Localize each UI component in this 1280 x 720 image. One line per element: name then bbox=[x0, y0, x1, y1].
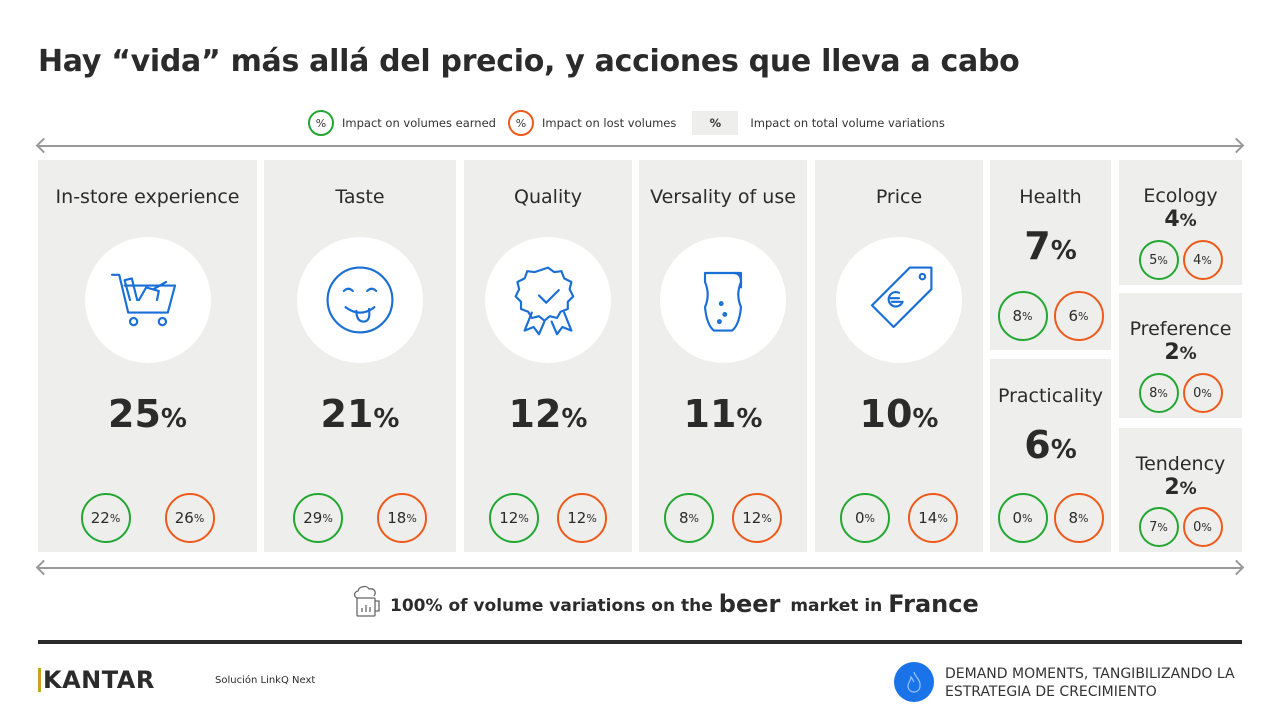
lost-impact-value: 14% bbox=[908, 493, 958, 543]
lost-impact-value: 8% bbox=[1053, 493, 1104, 543]
lost-impact-value: 4% bbox=[1182, 240, 1223, 280]
legend-lost-swatch: % bbox=[507, 110, 534, 136]
lost-impact-value: 12% bbox=[732, 493, 782, 543]
earned-impact-value: 8% bbox=[1138, 373, 1179, 413]
driver-panel-quality: Quality 12% 12% 12% bbox=[464, 160, 632, 552]
total-impact-value: 2% bbox=[1164, 475, 1197, 500]
lost-impact-value: 18% bbox=[377, 493, 427, 543]
total-impact-value: 6% bbox=[1024, 423, 1077, 467]
beer-glass-icon bbox=[660, 237, 786, 363]
tagline-line-2: ESTRATEGIA DE CRECIMIENTO bbox=[945, 684, 1157, 700]
lost-impact-value: 6% bbox=[1053, 291, 1104, 341]
lost-impact-value: 0% bbox=[1182, 507, 1223, 547]
kantar-logo: KANTAR bbox=[38, 668, 155, 692]
beer-mug-chart-icon bbox=[353, 585, 380, 617]
driver-title: Health bbox=[1019, 186, 1082, 208]
earned-impact-value: 22% bbox=[80, 493, 131, 543]
solution-label: Solución LinkQ Next bbox=[215, 675, 316, 686]
summary-country: France bbox=[888, 590, 979, 618]
legend-total-swatch: % bbox=[692, 111, 739, 135]
tongue-smiley-icon bbox=[297, 237, 423, 363]
driver-title: Taste bbox=[335, 186, 385, 208]
driver-panel-preference: Preference 2% 8% 0% bbox=[1119, 293, 1242, 418]
total-impact-value: 21% bbox=[320, 392, 400, 436]
driver-panel-versality-of-use: Versality of use 11% 8% 12% bbox=[639, 160, 807, 552]
total-impact-value: 25% bbox=[108, 392, 187, 436]
driver-title: Practicality bbox=[997, 385, 1104, 407]
driver-panel-price: Price 10% 0% 14% bbox=[815, 160, 983, 552]
driver-title: Preference bbox=[1129, 318, 1232, 340]
driver-panel-in-store-experience: In-store experience 25% 22% 26% bbox=[38, 160, 257, 552]
total-impact-value: 11% bbox=[683, 392, 763, 436]
total-impact-value: 7% bbox=[1024, 224, 1077, 268]
earned-impact-value: 29% bbox=[293, 493, 343, 543]
page-title: Hay “vida” más allá del precio, y accion… bbox=[38, 44, 1020, 79]
legend-earned-swatch: % bbox=[308, 110, 334, 136]
lost-impact-value: 26% bbox=[164, 493, 215, 543]
driver-panel-health: Health 7% 8% 6% bbox=[990, 160, 1111, 350]
driver-panel-practicality: Practicality 6% 0% 8% bbox=[990, 359, 1111, 552]
legend-lost-label: Impact on lost volumes bbox=[541, 116, 677, 130]
total-impact-value: 4% bbox=[1164, 207, 1197, 232]
tagline-line-1: DEMAND MOMENTS, TANGIBILIZANDO LA bbox=[945, 666, 1235, 682]
market-summary: 100% of volume variations on the beer ma… bbox=[352, 584, 979, 618]
driver-panel-tendency: Tendency 2% 7% 0% bbox=[1119, 428, 1242, 552]
driver-title: Price bbox=[875, 186, 923, 208]
legend-earned-label: Impact on volumes earned bbox=[342, 116, 496, 130]
earned-impact-value: 8% bbox=[664, 493, 714, 543]
summary-market: beer bbox=[718, 590, 781, 618]
legend-total-label: Impact on total volume variations bbox=[750, 116, 945, 130]
earned-impact-value: 7% bbox=[1138, 507, 1179, 547]
euro-price-tag-icon bbox=[836, 237, 962, 363]
total-impact-value: 10% bbox=[859, 392, 939, 436]
shopping-cart-icon bbox=[84, 237, 211, 363]
total-impact-value: 12% bbox=[508, 392, 588, 436]
total-impact-value: 2% bbox=[1164, 340, 1197, 365]
top-double-arrow bbox=[38, 145, 1242, 147]
quality-badge-icon bbox=[485, 237, 611, 363]
driver-title: Quality bbox=[514, 186, 582, 208]
driver-panel-ecology: Ecology 4% 5% 4% bbox=[1119, 160, 1242, 285]
lost-impact-value: 0% bbox=[1182, 373, 1223, 413]
summary-text-a: 100% of volume variations on the bbox=[390, 596, 713, 616]
earned-impact-value: 0% bbox=[997, 493, 1048, 543]
driver-title: Ecology bbox=[1143, 185, 1218, 207]
footer-divider bbox=[38, 640, 1242, 644]
driver-title: Tendency bbox=[1135, 453, 1226, 475]
summary-text-c: market in bbox=[790, 596, 883, 616]
earned-impact-value: 5% bbox=[1138, 240, 1179, 280]
lost-impact-value: 12% bbox=[557, 493, 607, 543]
earned-impact-value: 12% bbox=[489, 493, 539, 543]
bottom-double-arrow bbox=[38, 567, 1242, 569]
legend: % Impact on volumes earned % Impact on l… bbox=[308, 110, 945, 136]
driver-panel-taste: Taste 21% 29% 18% bbox=[264, 160, 456, 552]
earned-impact-value: 0% bbox=[840, 493, 890, 543]
earned-impact-value: 8% bbox=[997, 291, 1048, 341]
flame-icon bbox=[894, 662, 934, 702]
driver-title: Versality of use bbox=[650, 186, 796, 208]
driver-title: In-store experience bbox=[55, 186, 240, 208]
